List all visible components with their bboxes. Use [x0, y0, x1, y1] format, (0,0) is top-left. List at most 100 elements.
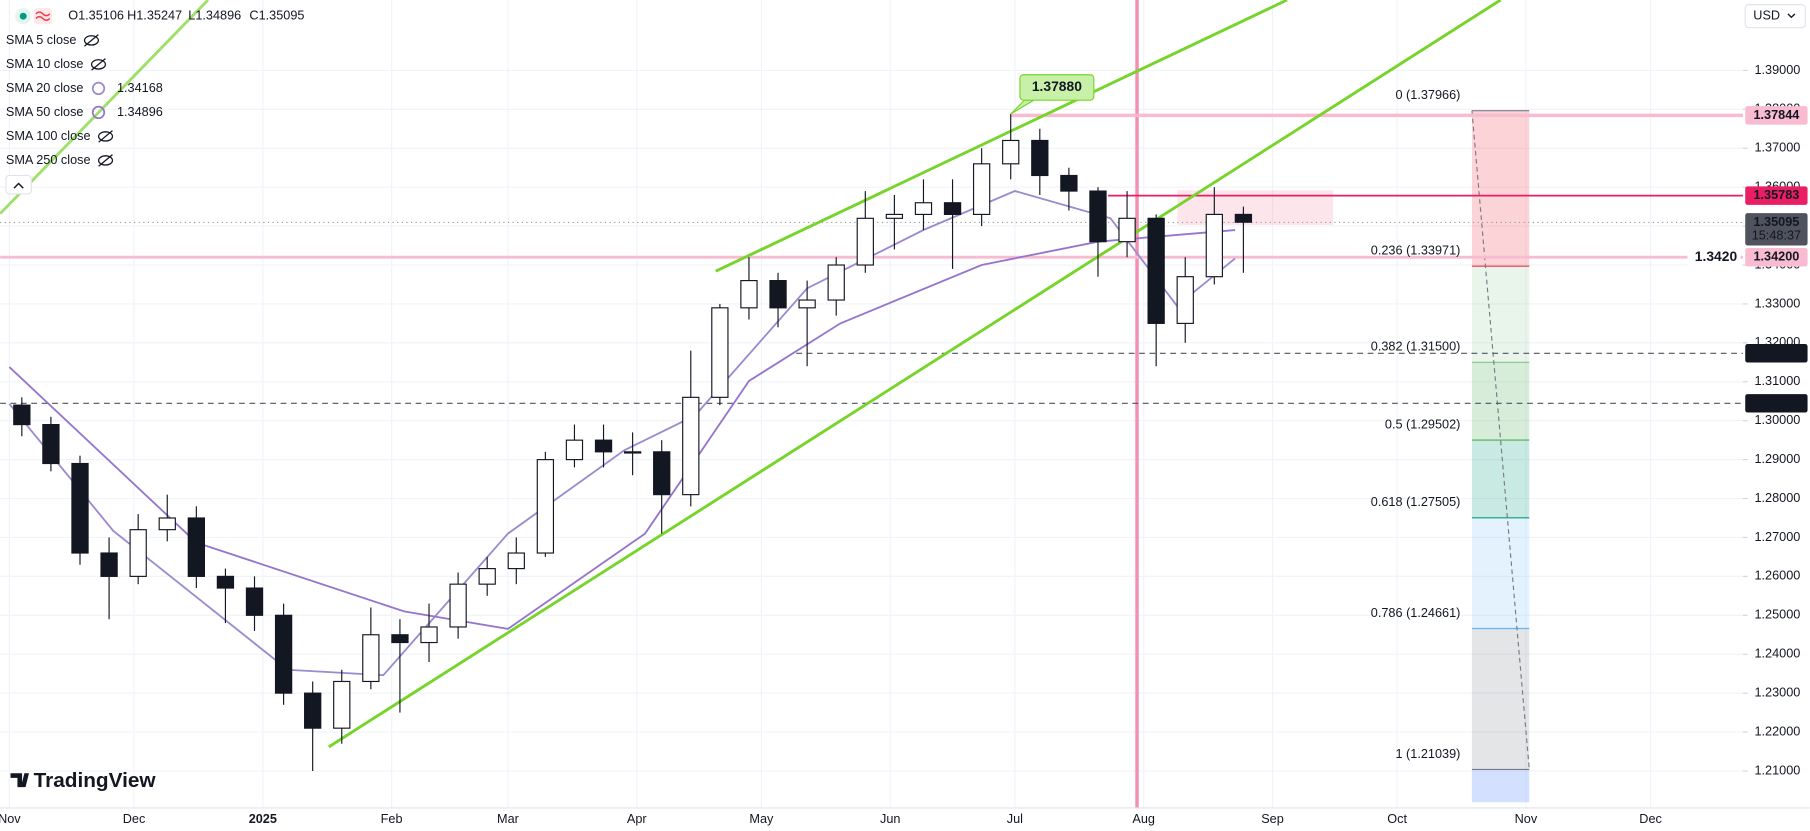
- candle-body: [798, 299, 816, 309]
- indicator-name[interactable]: SMA 10 close: [6, 57, 84, 71]
- y-tick-label: 1.23000: [1754, 685, 1800, 699]
- y-tick-label: 1.22000: [1754, 724, 1800, 738]
- indicator-name[interactable]: SMA 50 close: [6, 105, 84, 119]
- visibility-icon[interactable]: [97, 131, 114, 142]
- y-tick-label: 1.39000: [1754, 63, 1800, 77]
- candle-body: [740, 280, 758, 309]
- x-tick-label: Dec: [123, 812, 146, 826]
- x-tick-label: Apr: [627, 812, 648, 826]
- visibility-icon[interactable]: [90, 59, 107, 70]
- candle-body: [158, 517, 176, 531]
- indicator-icon[interactable]: [91, 81, 106, 96]
- collapse-icon: [13, 182, 24, 189]
- fib-band: [1471, 769, 1530, 803]
- countdown: 15:48:37: [1752, 229, 1801, 243]
- currency-button[interactable]: [1744, 4, 1806, 29]
- fib-label: 1 (1.21039): [1395, 747, 1460, 761]
- candle-body: [1234, 213, 1253, 223]
- y-tick-label: 1.27000: [1754, 530, 1800, 544]
- candle-body: [769, 280, 787, 309]
- indicator-name[interactable]: SMA 5 close: [6, 33, 77, 47]
- fib-band: [1471, 362, 1530, 441]
- candle-body: [1205, 213, 1223, 278]
- candle-body: [1147, 217, 1165, 324]
- callout-label: 1.37880: [1032, 78, 1082, 94]
- indicator-name[interactable]: SMA 250 close: [6, 153, 91, 167]
- candle-body: [1176, 276, 1194, 324]
- plot-layer: [0, 0, 1743, 808]
- ohlc-open: O1.35106: [68, 9, 124, 23]
- x-tick-label: Oct: [1387, 812, 1407, 826]
- candle-body: [391, 634, 409, 644]
- candle-body: [972, 163, 991, 215]
- candle-body: [216, 575, 235, 589]
- candle-body: [653, 451, 671, 496]
- y-tick-label: 1.37000: [1754, 141, 1800, 155]
- fib-label: 0.5 (1.29502): [1385, 417, 1460, 431]
- candle-body: [449, 583, 467, 628]
- x-tick-label: May: [749, 812, 774, 826]
- candle-body: [914, 202, 933, 215]
- candle-body: [42, 424, 60, 465]
- x-tick-label: Nov: [1515, 812, 1538, 826]
- candle-body: [1031, 139, 1049, 177]
- indicator-value: 1.34168: [117, 81, 163, 95]
- price-tag: [1745, 186, 1808, 205]
- x-tick-label: Jun: [880, 812, 900, 826]
- candle-body: [885, 213, 904, 219]
- line-label: 1.3420: [1695, 248, 1738, 264]
- trendline: [328, 0, 1502, 749]
- price-tag: [1745, 394, 1808, 413]
- ohlc-close: C1.35095: [249, 9, 304, 23]
- brand: TradingView: [34, 769, 157, 792]
- fib-label: 0.382 (1.31500): [1371, 340, 1461, 354]
- candle-body: [536, 459, 555, 554]
- trendline: [715, 0, 1288, 273]
- fib-label: 0 (1.37966): [1395, 88, 1460, 102]
- currency-chevron: [1787, 13, 1796, 19]
- indicator-value: 1.34896: [117, 105, 163, 119]
- overlay-layer: 0 (1.37966) 0.236 (1.33971) 0.382 (1.31500…: [1010, 74, 1741, 761]
- candle-body: [1089, 190, 1107, 243]
- currency[interactable]: USD: [1753, 9, 1780, 23]
- y-tick-label: 1.33000: [1754, 296, 1800, 310]
- ohlc-low: L1.34896: [188, 9, 241, 23]
- ohlc-high: H1.35247: [127, 9, 182, 23]
- compare-icon: [35, 11, 51, 21]
- candle-body: [856, 217, 874, 266]
- visibility-icon[interactable]: [97, 155, 114, 166]
- collapse-button[interactable]: [5, 174, 32, 195]
- candle-body: [565, 439, 584, 461]
- y-tick-label: 1.24000: [1754, 647, 1800, 661]
- price-tag: [1745, 106, 1808, 125]
- x-tick-label: Dec: [1639, 812, 1662, 826]
- candle-body: [711, 307, 729, 398]
- x-tick-label: Jul: [1007, 812, 1023, 826]
- candle-body: [1002, 139, 1020, 165]
- price-tag-label: 1.30447: [1753, 396, 1799, 410]
- price-tag-label: 1.37844: [1753, 108, 1799, 122]
- indicator-icon[interactable]: [91, 105, 106, 120]
- indicator-name[interactable]: SMA 100 close: [6, 129, 91, 143]
- fib-band: [1471, 266, 1530, 363]
- fib-band: [1471, 110, 1530, 267]
- x-tick-label: Aug: [1132, 812, 1155, 826]
- price-tag-label: 1.31732: [1753, 346, 1799, 360]
- candle-body: [594, 439, 613, 453]
- x-tick-label: 2025: [249, 812, 277, 826]
- compare-badge[interactable]: [33, 8, 53, 25]
- y-tick-label: 1.26000: [1754, 569, 1800, 583]
- y-tick-label: 1.29000: [1754, 452, 1800, 466]
- visibility-slash: [98, 130, 113, 143]
- fib-band: [1471, 517, 1530, 629]
- candle-body: [304, 692, 322, 729]
- status-dot: [19, 12, 27, 20]
- trendline: [0, 0, 210, 215]
- y-tick-label: 1.31000: [1754, 374, 1800, 388]
- ui-layer: O1.35106 H1.35247 L1.34896 C1.35095 USD …: [5, 4, 1806, 792]
- candle-body: [100, 552, 118, 577]
- indicator-name[interactable]: SMA 20 close: [6, 81, 84, 95]
- callout-box: [1019, 74, 1095, 101]
- visibility-icon[interactable]: [83, 35, 99, 46]
